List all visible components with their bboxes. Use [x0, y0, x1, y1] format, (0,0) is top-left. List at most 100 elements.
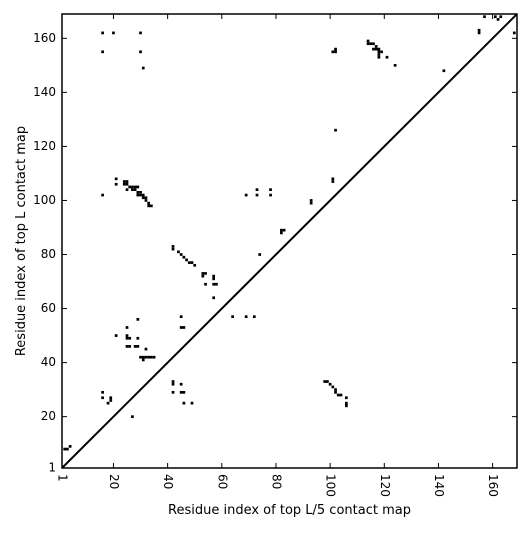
y-tick-label: 160 — [33, 31, 56, 45]
contact-cell-l — [204, 272, 207, 275]
contact-cell-l — [141, 358, 145, 362]
x-tick-label: 140 — [432, 474, 446, 497]
contact-cell-l — [212, 274, 216, 278]
contact-cell-l — [258, 253, 262, 256]
contact-cell-l — [152, 355, 156, 359]
contact-cell-l — [372, 42, 375, 46]
contact-cell-l — [147, 201, 151, 205]
contact-cell-l — [374, 45, 378, 48]
contact-cell-l5 — [66, 447, 69, 451]
contact-cell-l — [212, 296, 216, 300]
contact-cell-l — [125, 182, 129, 186]
contact-cell-l — [244, 193, 248, 197]
contact-cell-l — [171, 382, 175, 386]
contact-cell-l — [112, 31, 115, 35]
contact-cell-l — [499, 15, 503, 19]
contact-cell-l — [393, 63, 397, 67]
contact-cell-l — [212, 282, 216, 286]
contact-cell-l — [331, 177, 335, 181]
contact-cell-l — [280, 231, 283, 235]
contact-cell-l — [182, 255, 186, 259]
y-tick-label: 120 — [33, 139, 56, 153]
contact-cell-l — [204, 282, 207, 286]
contact-cell-l — [269, 188, 272, 192]
contact-cell-l — [144, 199, 148, 202]
contact-cell-l5 — [63, 447, 67, 451]
contact-cell-l — [309, 201, 313, 205]
contact-cell-l — [106, 401, 110, 405]
contact-cell-l — [369, 42, 373, 46]
contact-cell-l — [101, 50, 104, 54]
contact-cell-l — [125, 326, 129, 329]
contact-cell-l — [101, 390, 104, 394]
y-tick-label: 1 — [48, 461, 56, 475]
contact-cell-l — [282, 228, 286, 232]
contact-cell-l — [512, 31, 516, 35]
contact-cell-l — [377, 53, 381, 56]
contact-cell-l — [331, 50, 335, 54]
contact-cell-l5 — [345, 404, 348, 408]
y-tick-label: 20 — [41, 409, 56, 423]
contact-cell-l — [374, 47, 378, 51]
y-tick-label: 40 — [41, 355, 56, 369]
contact-cell-l — [182, 326, 186, 329]
contact-cell-l — [442, 69, 446, 73]
contact-cell-l5 — [336, 393, 340, 397]
contact-cell-l — [128, 185, 132, 189]
contact-cell-l — [133, 185, 137, 189]
contact-cell-l — [493, 15, 497, 19]
contact-cell-l — [201, 272, 205, 275]
contact-cell-l5 — [331, 385, 335, 389]
contact-cell-l — [139, 50, 142, 54]
contacts-layer — [63, 15, 516, 451]
contact-cell-l — [131, 415, 134, 419]
contact-cell-l — [171, 245, 175, 248]
contact-cell-l — [101, 31, 104, 35]
contact-cell-l — [114, 177, 118, 181]
contact-cell-l — [372, 47, 375, 51]
contact-cell-l — [136, 336, 140, 340]
contact-cell-l — [190, 261, 194, 264]
contact-cell-l — [139, 193, 142, 197]
contact-cell-l5 — [323, 380, 327, 383]
contact-cell-l — [269, 193, 272, 197]
contact-cell-l — [109, 399, 113, 402]
contact-cell-l — [150, 204, 153, 208]
contact-cell-l — [131, 188, 134, 192]
contact-cell-l — [141, 193, 145, 197]
contact-cell-l — [139, 355, 142, 359]
contact-cell-l — [334, 50, 337, 54]
contact-cell-l — [252, 315, 256, 319]
contact-cell-l — [139, 191, 142, 194]
contact-cell-l — [331, 180, 335, 183]
contact-cell-l — [122, 182, 126, 186]
contact-cell-l — [179, 326, 183, 329]
contact-cell-l — [128, 336, 132, 340]
contact-cell-l — [101, 396, 104, 400]
y-tick-label: 60 — [41, 301, 56, 315]
contact-cell-l — [147, 355, 151, 359]
contact-cell-l — [190, 401, 194, 405]
contact-cell-l — [171, 380, 175, 383]
contact-cell-l — [171, 390, 175, 394]
contact-cell-l — [496, 18, 500, 21]
contact-cell-l — [133, 188, 137, 192]
contact-cell-l — [114, 334, 118, 337]
contact-cell-l — [150, 355, 153, 359]
contact-cell-l — [182, 401, 186, 405]
contact-cell-l — [193, 263, 197, 267]
contact-cell-l — [334, 128, 337, 132]
y-axis-label: Residue index of top L contact map — [14, 126, 29, 356]
x-tick-label: 40 — [161, 474, 175, 489]
contact-cell-l — [244, 315, 248, 319]
contact-cell-l — [179, 315, 183, 319]
contact-cell-l — [136, 191, 140, 194]
contact-cell-l — [133, 345, 137, 348]
contact-cell-l5 — [328, 382, 332, 386]
contact-cell-l — [144, 196, 148, 200]
contact-cell-l — [385, 55, 389, 59]
contact-cell-l — [334, 47, 337, 51]
contact-cell-l — [125, 188, 129, 192]
contact-cell-l5 — [68, 445, 72, 448]
